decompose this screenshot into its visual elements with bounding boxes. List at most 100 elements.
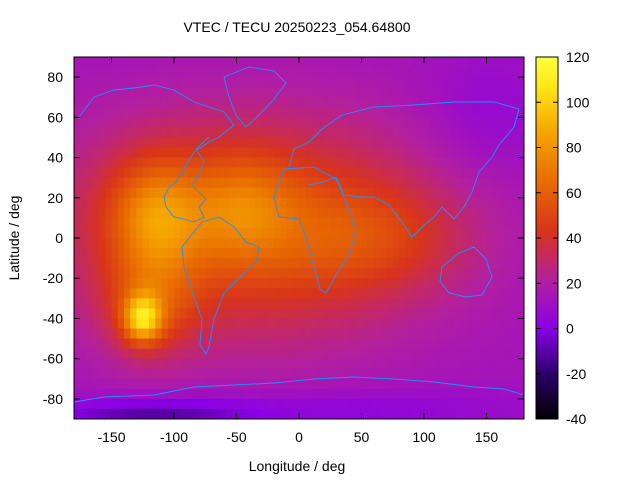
heatmap-cell xyxy=(342,97,350,108)
heatmap-cell xyxy=(117,388,125,400)
heatmap-cell xyxy=(436,258,444,269)
y-tick-label: 20 xyxy=(47,190,63,206)
heatmap-cell xyxy=(455,97,463,108)
heatmap-cell xyxy=(117,57,125,68)
heatmap-cell xyxy=(392,318,400,330)
heatmap-cell xyxy=(242,97,250,108)
heatmap-cell xyxy=(367,278,375,289)
heatmap-cell xyxy=(442,378,450,390)
heatmap-cell xyxy=(317,358,325,370)
heatmap-cell xyxy=(461,298,469,309)
heatmap-cell xyxy=(349,57,356,68)
heatmap-cell xyxy=(211,227,219,239)
heatmap-cell xyxy=(292,217,300,229)
heatmap-cell xyxy=(392,177,400,189)
heatmap-cell xyxy=(92,67,100,78)
heatmap-cell xyxy=(142,67,150,78)
heatmap-cell xyxy=(261,378,269,390)
heatmap-cell xyxy=(92,348,100,360)
heatmap-cell xyxy=(405,338,413,350)
heatmap-cell xyxy=(336,177,344,189)
heatmap-cell xyxy=(430,318,438,330)
heatmap-cell xyxy=(267,217,275,229)
heatmap-cell xyxy=(511,227,519,239)
heatmap-cell xyxy=(492,87,500,98)
heatmap-cell xyxy=(286,217,294,229)
heatmap-cell xyxy=(392,147,400,159)
heatmap-cell xyxy=(217,318,225,330)
heatmap-cell xyxy=(149,87,156,98)
heatmap-cell xyxy=(392,398,400,410)
heatmap-cell xyxy=(180,217,188,229)
heatmap-cell xyxy=(192,238,200,249)
heatmap-cell xyxy=(186,408,194,419)
heatmap-cell xyxy=(474,67,481,78)
heatmap-cell xyxy=(230,117,238,128)
heatmap-cell xyxy=(355,398,363,410)
heatmap-cell xyxy=(174,207,181,219)
heatmap-cell xyxy=(411,408,419,419)
heatmap-cell xyxy=(361,258,369,269)
heatmap-cell xyxy=(424,217,431,229)
heatmap-cell xyxy=(386,187,394,199)
heatmap-cell xyxy=(374,227,381,239)
heatmap-cell xyxy=(80,298,88,309)
heatmap-cell xyxy=(92,177,100,189)
heatmap-cell xyxy=(124,368,131,380)
heatmap-cell xyxy=(167,278,175,289)
heatmap-cell xyxy=(149,328,156,340)
heatmap-cell xyxy=(486,268,494,279)
heatmap-cell xyxy=(336,368,344,380)
heatmap-cell xyxy=(399,207,406,219)
heatmap-cell xyxy=(330,268,338,279)
heatmap-cell xyxy=(474,258,481,269)
heatmap-cell xyxy=(492,248,500,259)
heatmap-cell xyxy=(405,187,413,199)
heatmap-cell xyxy=(442,278,450,289)
heatmap-cell xyxy=(461,288,469,299)
heatmap-cell xyxy=(249,248,256,259)
heatmap-cell xyxy=(105,117,113,128)
heatmap-cell xyxy=(505,87,513,98)
heatmap-cell xyxy=(505,177,513,189)
heatmap-cell xyxy=(392,107,400,118)
heatmap-cell xyxy=(211,378,219,390)
heatmap-cell xyxy=(417,207,425,219)
heatmap-cell xyxy=(324,217,331,229)
heatmap-cell xyxy=(86,308,94,320)
heatmap-cell xyxy=(424,77,431,88)
heatmap-cell xyxy=(274,177,281,189)
heatmap-cell xyxy=(111,298,119,309)
heatmap-cell xyxy=(317,147,325,159)
heatmap-cell xyxy=(361,338,369,350)
heatmap-cell xyxy=(80,147,88,159)
heatmap-cell xyxy=(105,107,113,118)
heatmap-cell xyxy=(267,127,275,139)
heatmap-cell xyxy=(186,258,194,269)
heatmap-cell xyxy=(267,338,275,350)
heatmap-cell xyxy=(174,408,181,419)
heatmap-cell xyxy=(455,157,463,169)
heatmap-cell xyxy=(499,288,506,299)
heatmap-cell xyxy=(330,227,338,239)
heatmap-cell xyxy=(474,238,481,249)
heatmap-cell xyxy=(130,77,138,88)
heatmap-cell xyxy=(205,328,213,340)
heatmap-cell xyxy=(99,107,106,118)
heatmap-cell xyxy=(517,338,524,350)
heatmap-cell xyxy=(299,187,306,199)
heatmap-cell xyxy=(474,348,481,360)
heatmap-cell xyxy=(505,368,513,380)
heatmap-cell xyxy=(330,147,338,159)
heatmap-cell xyxy=(480,227,488,239)
heatmap-cell xyxy=(174,258,181,269)
heatmap-cell xyxy=(317,217,325,229)
heatmap-cell xyxy=(236,328,244,340)
heatmap-cell xyxy=(411,278,419,289)
heatmap-cell xyxy=(436,107,444,118)
heatmap-cell xyxy=(286,97,294,108)
heatmap-cell xyxy=(492,288,500,299)
heatmap-cell xyxy=(280,308,288,320)
heatmap-cell xyxy=(467,288,475,299)
heatmap-cell xyxy=(467,328,475,340)
